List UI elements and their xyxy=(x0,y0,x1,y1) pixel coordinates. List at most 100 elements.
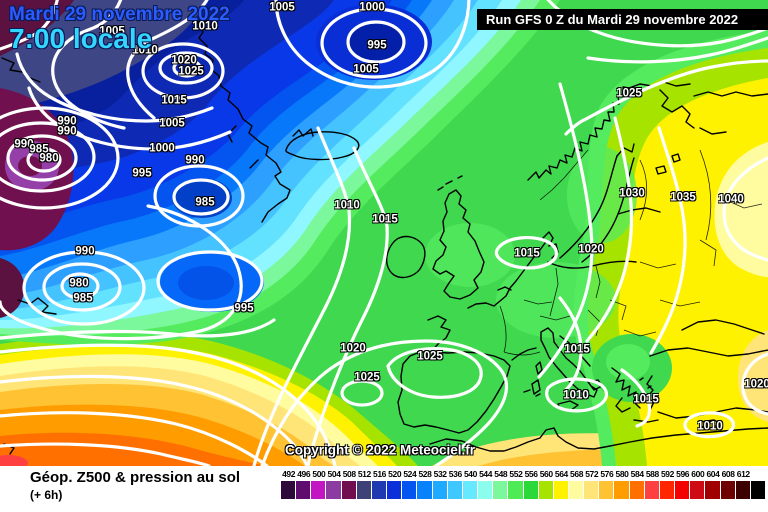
pressure-label: 1005 xyxy=(99,25,125,38)
legend-cell: 592 xyxy=(659,469,675,499)
legend-swatch xyxy=(614,481,629,499)
legend-swatch xyxy=(644,481,659,499)
pressure-label: 1015 xyxy=(372,213,398,226)
legend-swatch xyxy=(568,481,584,499)
pressure-label: 990 xyxy=(57,115,77,128)
legend-cell: 608 xyxy=(720,469,736,499)
legend-cell: 500 xyxy=(311,469,326,499)
pressure-label: 1020 xyxy=(744,378,768,391)
legend-value: 580 xyxy=(615,469,629,479)
pressure-label: 1015 xyxy=(564,343,590,356)
pressure-label: 990 xyxy=(14,138,34,151)
pressure-label: 1025 xyxy=(354,371,380,384)
isobars xyxy=(0,0,768,466)
legend-value: 520 xyxy=(388,469,402,479)
legend-cell: 524 xyxy=(402,469,417,499)
pressure-label: 1040 xyxy=(718,193,744,206)
pressure-label: 1005 xyxy=(159,117,185,130)
legend-cell: 604 xyxy=(705,469,720,499)
pressure-label: 995 xyxy=(234,302,254,315)
chart-title: Géop. Z500 & pression au sol xyxy=(30,469,241,486)
legend-cell: 544 xyxy=(478,469,493,499)
pressure-label: 1025 xyxy=(417,350,443,363)
legend-swatch xyxy=(599,481,614,499)
pressure-label: 1010 xyxy=(192,20,218,33)
legend-value: 592 xyxy=(660,469,674,479)
legend-cell: 564 xyxy=(553,469,569,499)
legend-value: 612 xyxy=(736,469,750,479)
legend-value: 604 xyxy=(706,469,720,479)
legend-swatch xyxy=(735,481,750,499)
legend-swatch xyxy=(493,481,508,499)
east-warm-bands xyxy=(573,30,768,466)
pressure-label: 980 xyxy=(39,152,59,165)
pressure-label: 995 xyxy=(132,167,152,180)
pressure-label: 985 xyxy=(73,292,93,305)
legend-swatch xyxy=(432,481,447,499)
legend-cell: 532 xyxy=(432,469,448,499)
legend-value: 544 xyxy=(479,469,493,479)
forecast-hour: (+ 6h) xyxy=(30,488,63,502)
pressure-label: 1020 xyxy=(578,243,604,256)
legend-value: 532 xyxy=(433,469,447,479)
legend-swatch xyxy=(341,481,356,499)
legend-cell: 508 xyxy=(341,469,357,499)
pressure-label: 985 xyxy=(29,143,49,156)
legend-cell: 584 xyxy=(629,469,645,499)
legend-swatch xyxy=(750,481,765,499)
legend-value: 548 xyxy=(494,469,508,479)
pressure-label: 1035 xyxy=(670,191,696,204)
legend-cell: 556 xyxy=(523,469,539,499)
pressure-label: 990 xyxy=(75,245,95,258)
legend-swatch xyxy=(387,481,402,499)
legend-value: 540 xyxy=(463,469,477,479)
legend-cell: 596 xyxy=(675,469,690,499)
legend-value: 500 xyxy=(312,469,326,479)
legend-value: 528 xyxy=(418,469,432,479)
legend-value: 496 xyxy=(297,469,311,479)
legend-cell: 560 xyxy=(538,469,554,499)
legend-cell: 568 xyxy=(568,469,584,499)
legend-cell: 576 xyxy=(599,469,614,499)
legend-cell: 580 xyxy=(614,469,629,499)
legend-cell: 536 xyxy=(447,469,463,499)
legend-swatch xyxy=(508,481,523,499)
legend-value: 572 xyxy=(585,469,599,479)
map-art xyxy=(0,0,768,466)
legend-swatch xyxy=(523,481,538,499)
pressure-label: 1020 xyxy=(171,54,197,67)
legend-swatch xyxy=(281,481,296,499)
legend-value: 608 xyxy=(721,469,735,479)
pressure-label: 985 xyxy=(195,196,215,209)
legend-cell: 512 xyxy=(356,469,372,499)
pressure-label: 1015 xyxy=(633,393,659,406)
legend-swatch xyxy=(462,481,478,499)
legend-swatch xyxy=(326,481,341,499)
pressure-label: 1005 xyxy=(353,63,379,76)
europe-lightgreen-patches xyxy=(425,147,637,338)
legend-swatch xyxy=(447,481,462,499)
legend-cell: 548 xyxy=(493,469,508,499)
legend-swatch xyxy=(720,481,735,499)
pressure-label: 1025 xyxy=(178,65,204,78)
legend-cell xyxy=(750,469,766,499)
pressure-label: 990 xyxy=(185,154,205,167)
legend-value: 552 xyxy=(509,469,523,479)
pressure-label: 1010 xyxy=(563,389,589,402)
legend-swatch xyxy=(356,481,371,499)
legend-swatch xyxy=(584,481,599,499)
legend-swatch xyxy=(629,481,644,499)
color-scale-legend: 492 496 500 504 508 512 516 520 524 528 532 536 540 5… xyxy=(281,469,766,499)
map-time: 7:00 locale xyxy=(9,23,153,54)
copyright-label: Copyright © 2022 Meteociel.fr xyxy=(285,442,475,458)
footer-bar: Géop. Z500 & pression au sol (+ 6h) 492 4… xyxy=(0,466,768,512)
legend-value: 576 xyxy=(600,469,614,479)
legend-cell: 612 xyxy=(735,469,751,499)
legend-value: 492 xyxy=(282,469,296,479)
legend-swatch xyxy=(402,481,417,499)
legend-cell: 496 xyxy=(296,469,311,499)
legend-swatch xyxy=(417,481,432,499)
pressure-label: 1030 xyxy=(619,187,645,200)
pressure-label: 1010 xyxy=(334,199,360,212)
legend-swatch xyxy=(538,481,553,499)
